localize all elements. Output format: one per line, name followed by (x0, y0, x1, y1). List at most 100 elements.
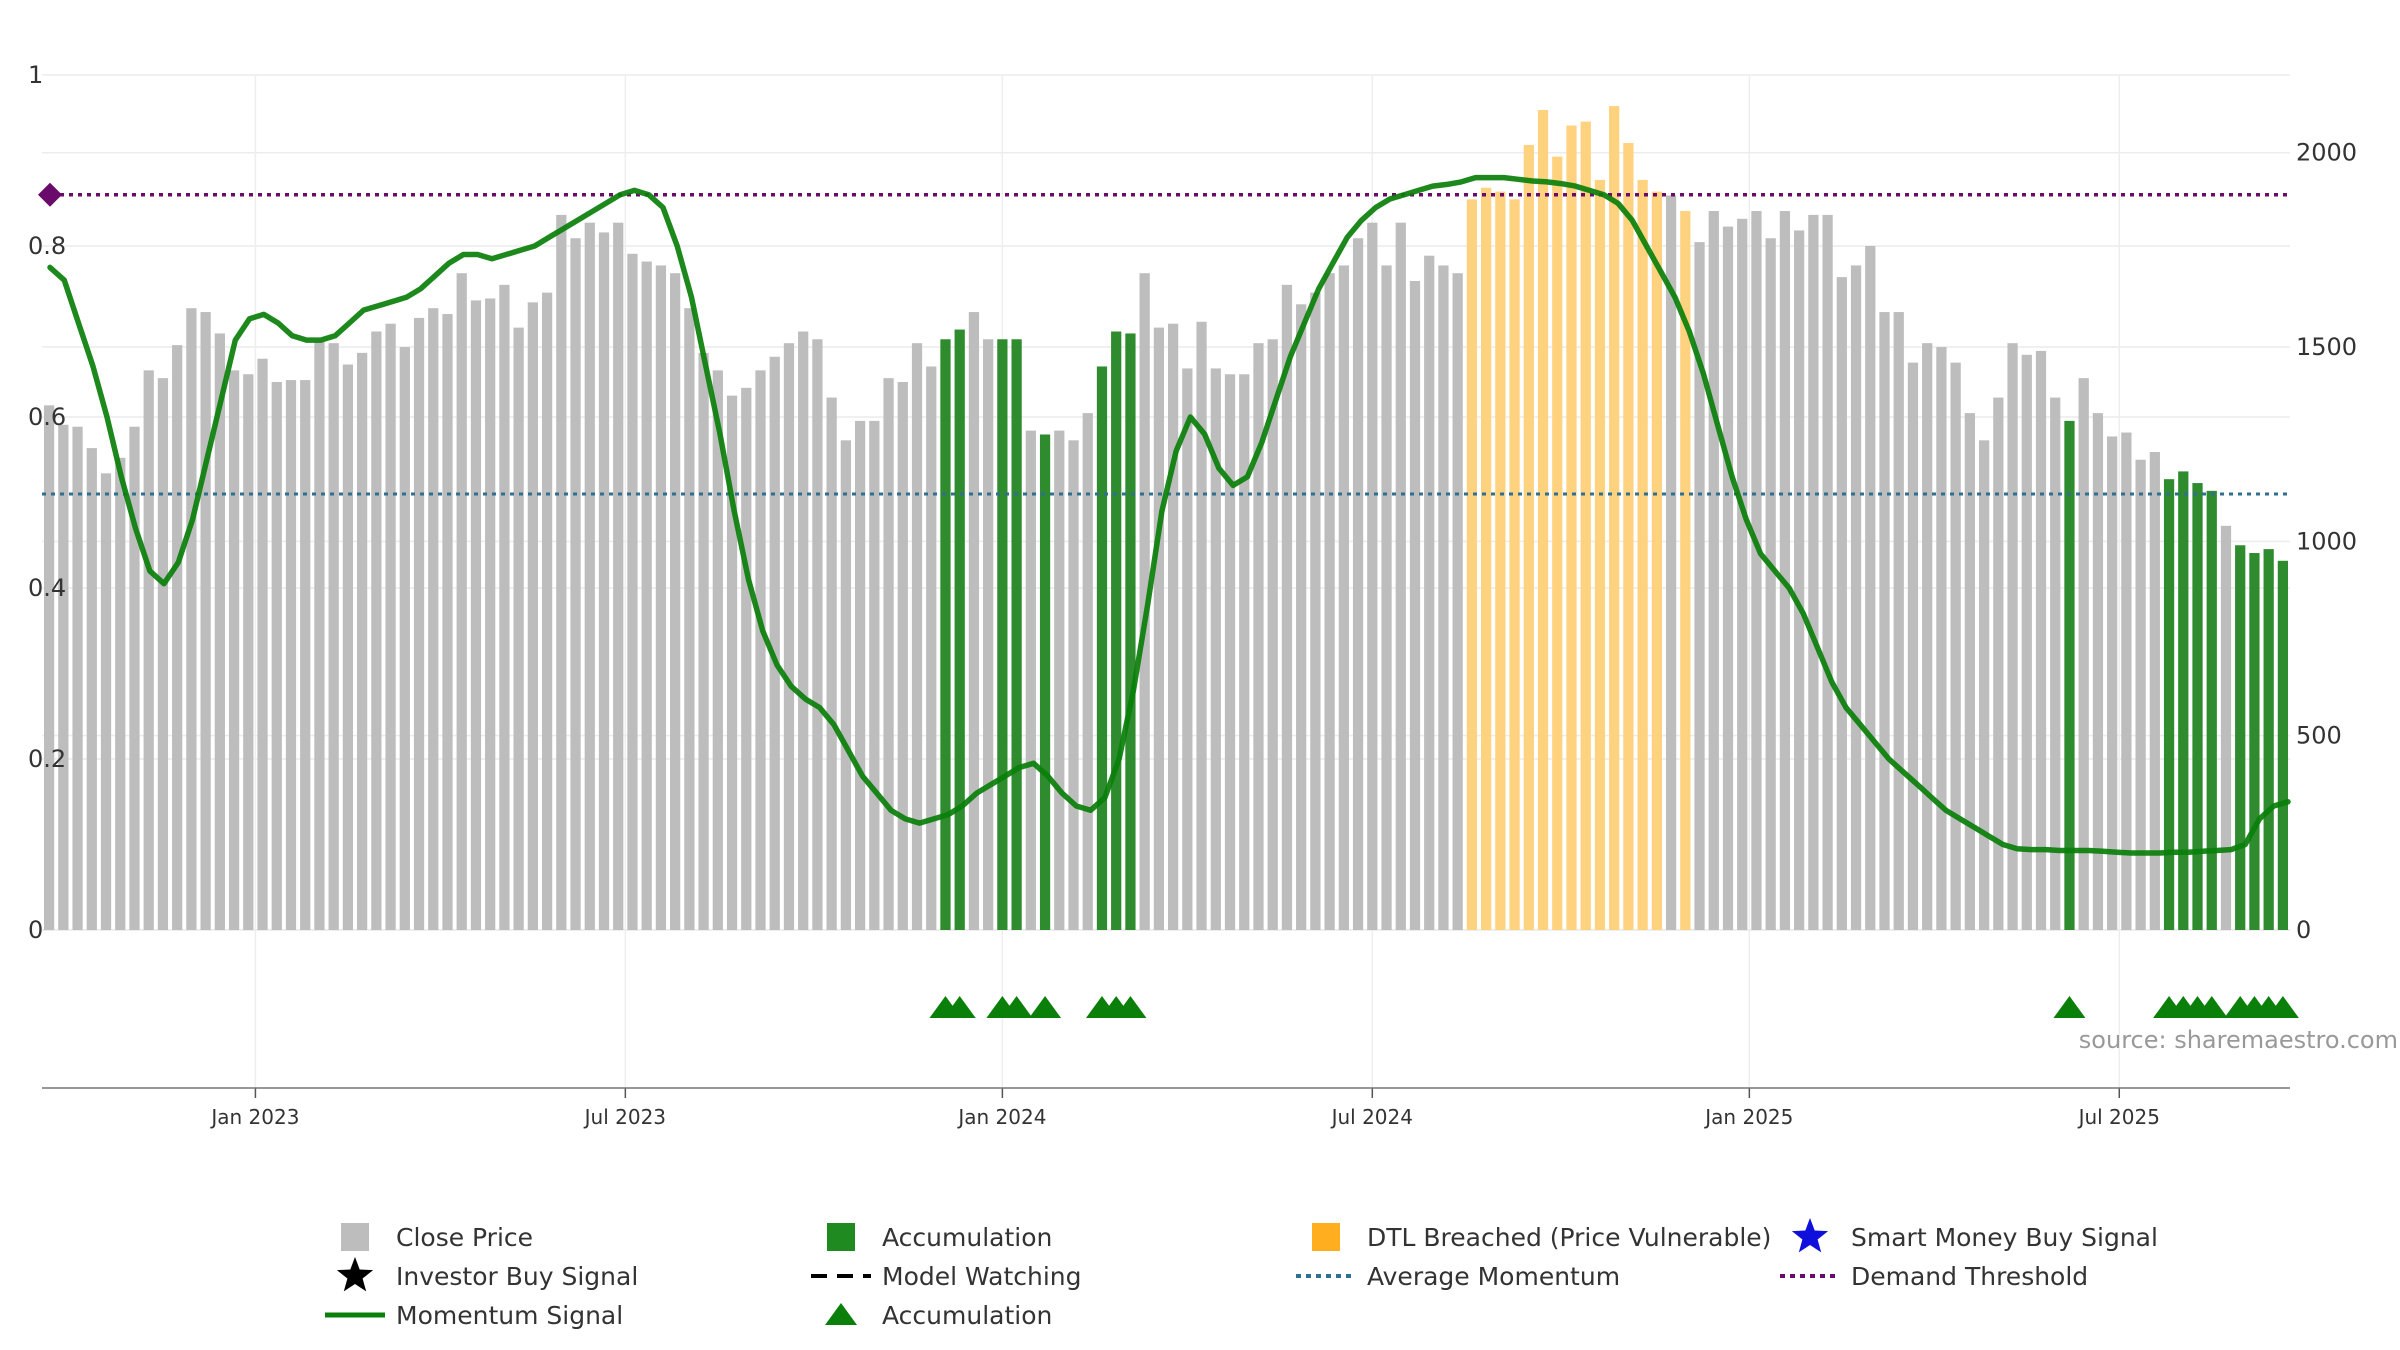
close-price-bar (541, 292, 553, 930)
close-price-bar (1936, 347, 1947, 931)
right-tick-label: 2000 (2296, 139, 2357, 167)
accumulation-bar (2192, 483, 2203, 930)
accumulation-markers (929, 996, 2299, 1018)
close-price-bar (527, 302, 538, 930)
close-price-bar (100, 473, 112, 930)
accumulation-bar (2206, 490, 2217, 930)
x-tick-label: Jan 2024 (956, 1105, 1046, 1129)
close-price-bar (798, 331, 809, 930)
close-price-bar (2021, 354, 2032, 930)
legend-label: Smart Money Buy Signal (1851, 1223, 2158, 1252)
dtl-breached-bar (1537, 109, 1549, 930)
accumulation-triangle (1114, 996, 1147, 1018)
legend-label: Close Price (396, 1223, 533, 1252)
close-price-bar (1409, 280, 1421, 930)
close-price-bar (2220, 525, 2232, 930)
dtl-breached-bar (1623, 143, 1634, 931)
close-price-bar (371, 331, 382, 930)
legend-swatch-accumulation (827, 1223, 855, 1251)
close-price-bar (655, 265, 667, 930)
close-price-bar (1694, 242, 1705, 930)
close-price-bar (2050, 397, 2061, 930)
close-price-bar (783, 343, 795, 931)
close-price-bar (1424, 255, 1435, 930)
accumulation-bar (954, 329, 965, 930)
legend-label: Average Momentum (1367, 1262, 1620, 1291)
close-price-bar (869, 420, 880, 930)
legend-item: Close Price (341, 1223, 533, 1252)
close-price-bar (968, 312, 980, 930)
close-price-bar (926, 366, 937, 930)
close-price-bar (983, 339, 994, 931)
legend-triangle-icon-accumulation (825, 1303, 857, 1325)
close-price-bar (883, 378, 894, 930)
dtl-breached-bar (1466, 199, 1478, 930)
close-price-bar (1665, 195, 1677, 930)
close-price-bar (1893, 312, 1904, 930)
close-price-bar (1922, 343, 1933, 931)
close-price-bar (357, 352, 368, 930)
close-price-bar (726, 395, 738, 930)
accumulation-triangle (1000, 996, 1033, 1018)
close-price-bar (456, 273, 467, 930)
close-price-bar (1822, 214, 1833, 931)
close-price-bar (812, 339, 823, 931)
close-price-bar (1167, 323, 1179, 930)
close-price-bar (1068, 440, 1079, 930)
close-price-bar (1139, 273, 1150, 930)
close-price-bar (2092, 413, 2104, 930)
close-price-bar (1352, 238, 1364, 930)
close-price-bar (1281, 284, 1293, 930)
accumulation-bar (2277, 560, 2289, 930)
close-price-bar (1054, 430, 1065, 930)
close-price-bar (1367, 222, 1378, 930)
left-tick-label: 0.6 (28, 403, 66, 431)
close-price-bar (1296, 304, 1307, 931)
legend-item: Investor Buy Signal (336, 1257, 638, 1292)
close-price-bar (911, 343, 923, 931)
right-tick-label: 1000 (2296, 527, 2357, 555)
close-price-bar (1737, 218, 1748, 930)
close-price-bar (1907, 362, 1919, 930)
close-price-bar (698, 352, 709, 930)
close-price-bar (2149, 451, 2160, 930)
close-price-bar (1850, 265, 1862, 930)
accumulation-bar (1011, 339, 1022, 931)
close-price-bar (1964, 413, 1975, 930)
close-price-bar (613, 222, 624, 930)
close-price-bar (712, 370, 723, 930)
close-price-bar (172, 345, 183, 930)
close-price-bar (1879, 312, 1890, 930)
left-tick-label: 0.2 (28, 745, 66, 773)
close-price-bar (897, 382, 908, 931)
close-price-bar (485, 298, 496, 930)
close-price-bar (570, 238, 581, 930)
close-price-bar (1182, 368, 1193, 931)
legend-label: Accumulation (882, 1301, 1052, 1330)
legend-label: Investor Buy Signal (396, 1262, 638, 1291)
close-price-bar (2007, 343, 2018, 931)
close-price-bar (1082, 413, 1093, 930)
close-price-bar (1267, 339, 1278, 931)
legend-swatch-dtl (1312, 1223, 1340, 1251)
close-price-bar (2135, 459, 2146, 930)
legend-item: DTL Breached (Price Vulnerable) (1312, 1223, 1771, 1252)
close-price-bar (1438, 265, 1449, 930)
legend-label: Accumulation (882, 1223, 1052, 1252)
close-price-bar (684, 308, 695, 930)
close-price-bar (228, 370, 240, 930)
close-price-bar (826, 397, 837, 930)
accumulation-bar (997, 339, 1008, 931)
close-price-bar (314, 341, 325, 930)
accumulation-bar (1111, 331, 1122, 930)
close-price-bar (1338, 265, 1349, 930)
close-price-bar (1779, 211, 1791, 931)
close-price-bar (1978, 440, 1990, 930)
x-tick-label: Jul 2023 (583, 1105, 666, 1129)
x-tick-label: Jul 2024 (1330, 1105, 1413, 1129)
left-tick-label: 0 (28, 916, 43, 944)
close-price-bar (670, 273, 681, 930)
close-price-bar (1239, 374, 1250, 930)
close-price-bar (1751, 211, 1762, 931)
